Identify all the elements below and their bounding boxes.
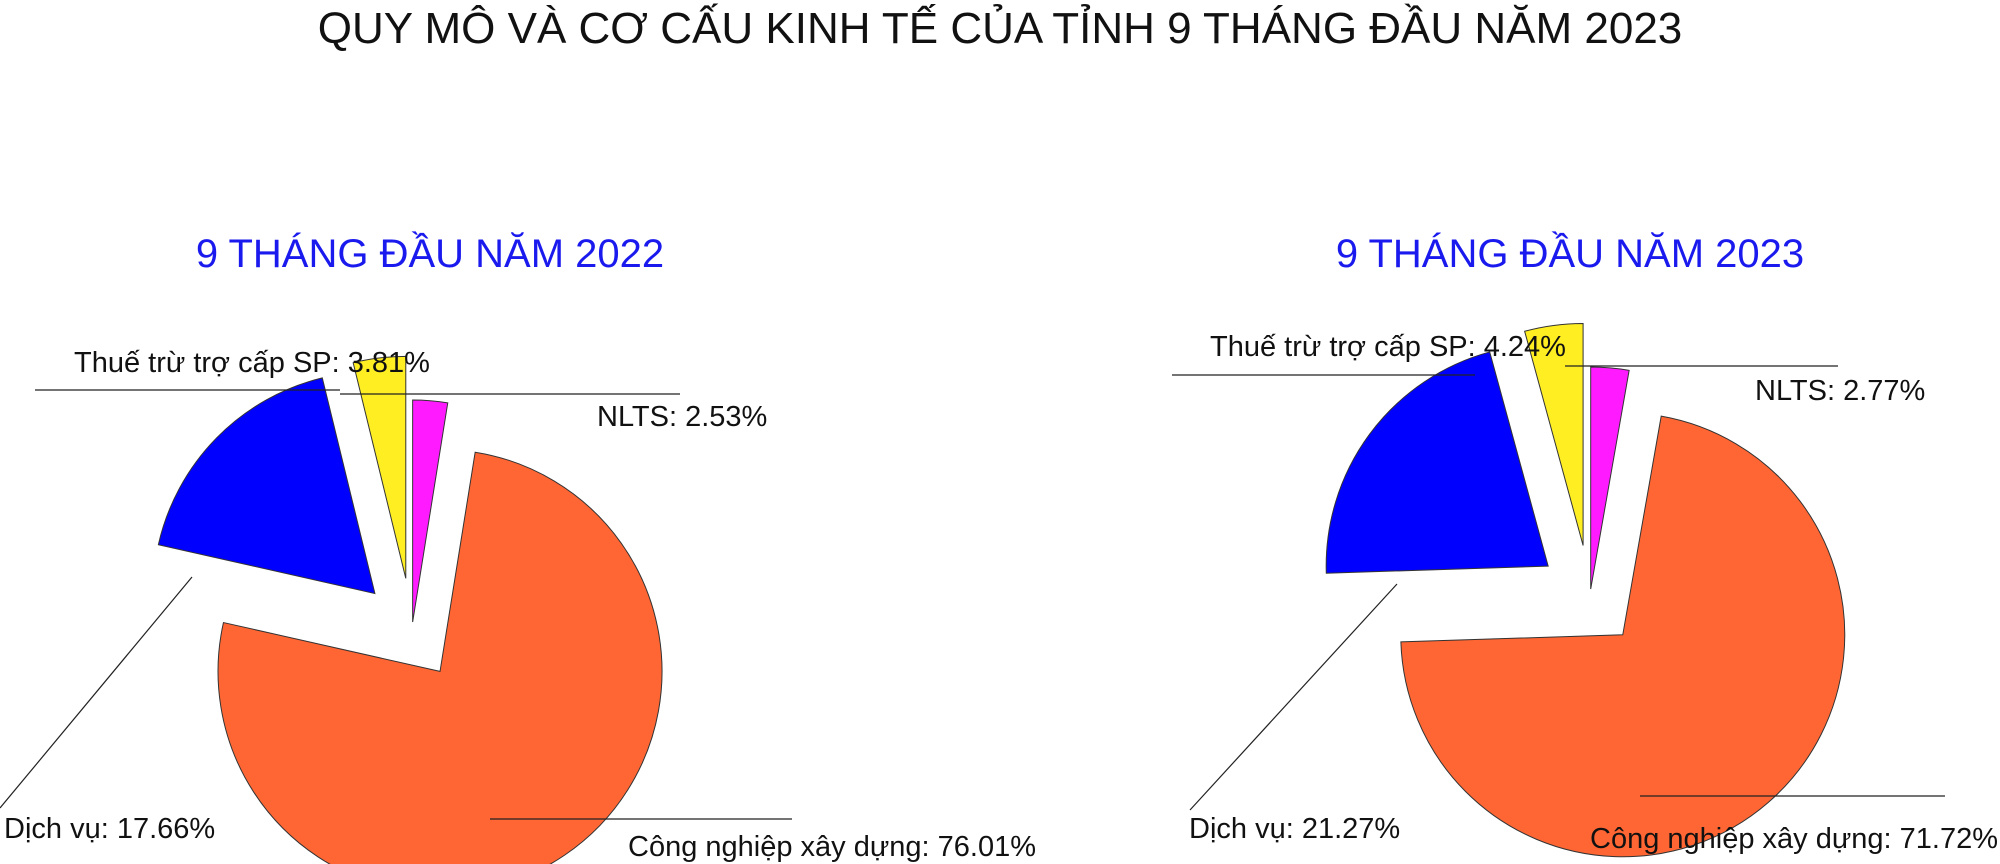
pie-slice-nlts <box>1590 366 1630 590</box>
pie-slice-nlts <box>412 399 449 623</box>
chart-title-2023: 9 THÁNG ĐẦU NĂM 2023 <box>1335 232 1805 276</box>
slice-label: Dịch vụ: 17.66% <box>4 813 215 845</box>
slice-label: NLTS: 2.77% <box>1755 375 1925 407</box>
pie-slice-cong-nghiep-xay-dung <box>217 451 663 864</box>
page-title: QUY MÔ VÀ CƠ CẤU KINH TẾ CỦA TỈNH 9 THÁN… <box>317 4 1683 53</box>
pie-slice-cong-nghiep-xay-dung <box>1400 415 1846 858</box>
pie-chart-0: NLTS: 2.53% Công nghiệp xây dựng: 76.01% D… <box>0 347 1036 864</box>
slice-label: NLTS: 2.53% <box>597 401 767 433</box>
pie-chart-1: NLTS: 2.77% Công nghiệp xây dựng: 71.72% D… <box>1172 322 1998 858</box>
slice-label: Công nghiệp xây dựng: 76.01% <box>628 831 1036 863</box>
slice-label: Công nghiệp xây dựng: 71.72% <box>1590 823 1998 855</box>
pie-slice-dich-vu <box>1325 351 1549 574</box>
leader-line <box>0 576 193 809</box>
pie-slice-dich-vu <box>157 377 376 595</box>
pie-slice-thue-tru-tro-cap-sp <box>1524 322 1584 546</box>
leader-line <box>1189 583 1398 811</box>
slice-label: Thuế trừ trợ cấp SP: 3.81% <box>74 347 430 379</box>
pie-slice-thue-tru-tro-cap-sp <box>352 355 407 579</box>
chart-title-2022: 9 THÁNG ĐẦU NĂM 2022 <box>195 232 665 276</box>
slice-label: Dịch vụ: 21.27% <box>1189 813 1400 845</box>
slice-label: Thuế trừ trợ cấp SP: 4.24% <box>1210 331 1566 363</box>
